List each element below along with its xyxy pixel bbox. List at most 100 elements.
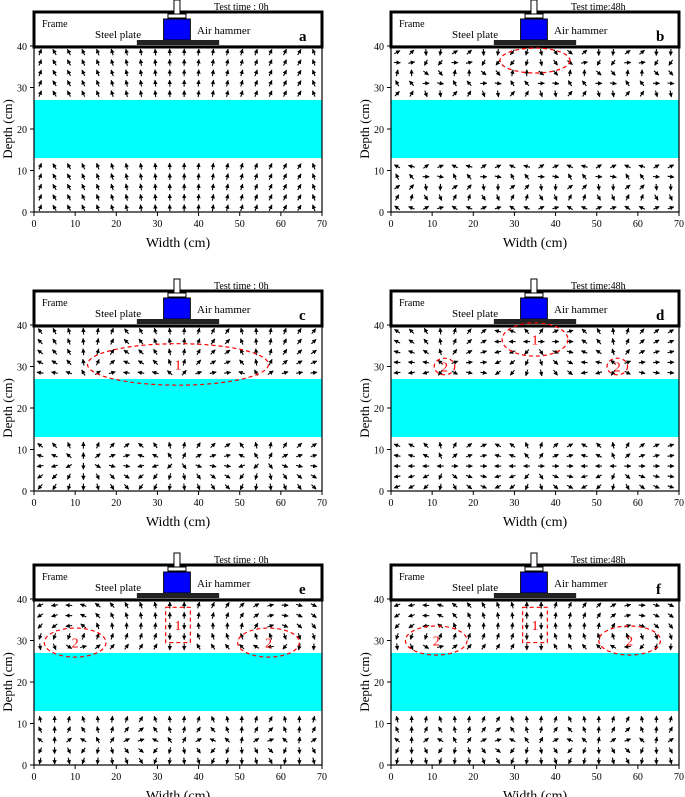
velocity-arrow bbox=[109, 442, 115, 449]
velocity-arrow bbox=[407, 453, 415, 459]
velocity-arrow bbox=[110, 612, 115, 619]
velocity-arrow bbox=[595, 70, 602, 76]
velocity-arrow bbox=[638, 60, 646, 65]
velocity-arrow bbox=[137, 738, 145, 743]
velocity-arrow bbox=[408, 60, 416, 65]
y-tick-label: 10 bbox=[17, 446, 27, 457]
x-tick-label: 0 bbox=[32, 772, 37, 783]
velocity-arrow bbox=[638, 370, 646, 375]
velocity-arrow bbox=[467, 622, 472, 630]
annotation-label: 1 bbox=[532, 619, 539, 634]
velocity-arrow bbox=[481, 59, 486, 66]
velocity-arrow bbox=[225, 162, 230, 170]
velocity-arrow bbox=[225, 69, 230, 77]
velocity-arrow bbox=[52, 483, 57, 491]
velocity-arrow bbox=[494, 329, 502, 334]
velocity-arrow bbox=[138, 162, 144, 170]
velocity-arrow bbox=[312, 69, 317, 77]
velocity-arrow bbox=[538, 348, 544, 356]
velocity-arrow bbox=[596, 612, 601, 619]
frame-label: Frame bbox=[42, 19, 68, 30]
velocity-arrow bbox=[95, 736, 101, 744]
velocity-arrow bbox=[167, 463, 173, 469]
velocity-arrow bbox=[296, 602, 303, 608]
velocity-arrow bbox=[81, 337, 86, 345]
velocity-arrow bbox=[437, 70, 443, 76]
y-tick-label: 0 bbox=[22, 761, 27, 772]
velocity-arrow bbox=[210, 183, 215, 191]
y-tick-label: 10 bbox=[374, 167, 384, 178]
velocity-arrow bbox=[153, 193, 158, 201]
velocity-arrow bbox=[67, 327, 72, 335]
rod-clamp bbox=[524, 292, 544, 298]
velocity-arrow bbox=[510, 69, 515, 77]
velocity-arrow bbox=[181, 483, 187, 491]
velocity-arrow bbox=[567, 611, 573, 619]
velocity-arrow bbox=[123, 484, 130, 490]
air-hammer-label: Air hammer bbox=[554, 304, 608, 316]
velocity-arrow bbox=[297, 80, 302, 87]
velocity-arrow bbox=[238, 463, 245, 468]
velocity-arrow bbox=[253, 622, 259, 630]
x-axis-title: Width (cm) bbox=[146, 236, 211, 251]
velocity-arrow bbox=[538, 48, 544, 56]
velocity-arrow bbox=[581, 80, 587, 87]
velocity-arrow bbox=[38, 633, 43, 640]
velocity-arrow bbox=[438, 726, 443, 733]
velocity-arrow bbox=[653, 370, 661, 375]
velocity-arrow bbox=[639, 643, 645, 650]
steel-plate-label: Steel plate bbox=[95, 29, 141, 41]
annotation-region bbox=[165, 606, 191, 644]
vector-field bbox=[37, 48, 317, 212]
velocity-arrow bbox=[282, 483, 287, 491]
velocity-arrow bbox=[282, 643, 288, 650]
velocity-arrow bbox=[211, 632, 216, 640]
velocity-arrow bbox=[596, 747, 601, 755]
velocity-arrow bbox=[137, 463, 145, 469]
velocity-arrow bbox=[438, 632, 443, 640]
x-tick-label: 40 bbox=[551, 219, 561, 230]
velocity-arrow bbox=[480, 70, 487, 76]
velocity-arrow bbox=[95, 747, 101, 755]
velocity-arrow bbox=[296, 453, 303, 459]
velocity-arrow bbox=[196, 48, 201, 56]
velocity-arrow bbox=[581, 339, 588, 344]
x-tick-label: 40 bbox=[194, 219, 204, 230]
velocity-arrow bbox=[196, 79, 201, 87]
velocity-arrow bbox=[538, 747, 544, 755]
velocity-arrow bbox=[653, 443, 660, 448]
velocity-arrow bbox=[123, 338, 130, 345]
velocity-arrow bbox=[239, 90, 244, 97]
velocity-arrow bbox=[153, 348, 158, 355]
velocity-arrow bbox=[67, 348, 72, 356]
steel-plate bbox=[493, 40, 577, 45]
velocity-arrow bbox=[481, 726, 487, 733]
y-tick-label: 30 bbox=[374, 363, 384, 374]
velocity-arrow bbox=[610, 715, 616, 723]
velocity-arrow bbox=[524, 483, 530, 491]
annotation-label: 2 bbox=[614, 361, 621, 376]
y-tick-label: 20 bbox=[17, 404, 27, 415]
velocity-arrow bbox=[253, 715, 259, 723]
velocity-arrow bbox=[153, 601, 158, 609]
velocity-arrow bbox=[52, 49, 57, 56]
velocity-arrow bbox=[195, 738, 202, 743]
velocity-arrow bbox=[580, 164, 588, 169]
velocity-arrow bbox=[96, 59, 101, 66]
velocity-arrow bbox=[653, 328, 660, 334]
panel-e: Frame Steel plate Air hammer Test time : 0h… bbox=[0, 552, 327, 797]
velocity-arrow bbox=[297, 747, 302, 755]
velocity-arrow bbox=[553, 90, 558, 98]
velocity-arrow bbox=[167, 452, 173, 459]
velocity-arrow bbox=[209, 360, 217, 365]
velocity-arrow bbox=[124, 193, 129, 201]
velocity-arrow bbox=[452, 757, 458, 765]
velocity-arrow bbox=[138, 483, 144, 490]
velocity-arrow bbox=[281, 453, 289, 459]
velocity-arrow bbox=[296, 338, 302, 345]
panel-d: Frame Steel plate Air hammer Test time:48h d… bbox=[357, 278, 684, 530]
velocity-arrow bbox=[281, 623, 289, 628]
velocity-arrow bbox=[437, 644, 444, 650]
velocity-arrow bbox=[268, 194, 273, 201]
